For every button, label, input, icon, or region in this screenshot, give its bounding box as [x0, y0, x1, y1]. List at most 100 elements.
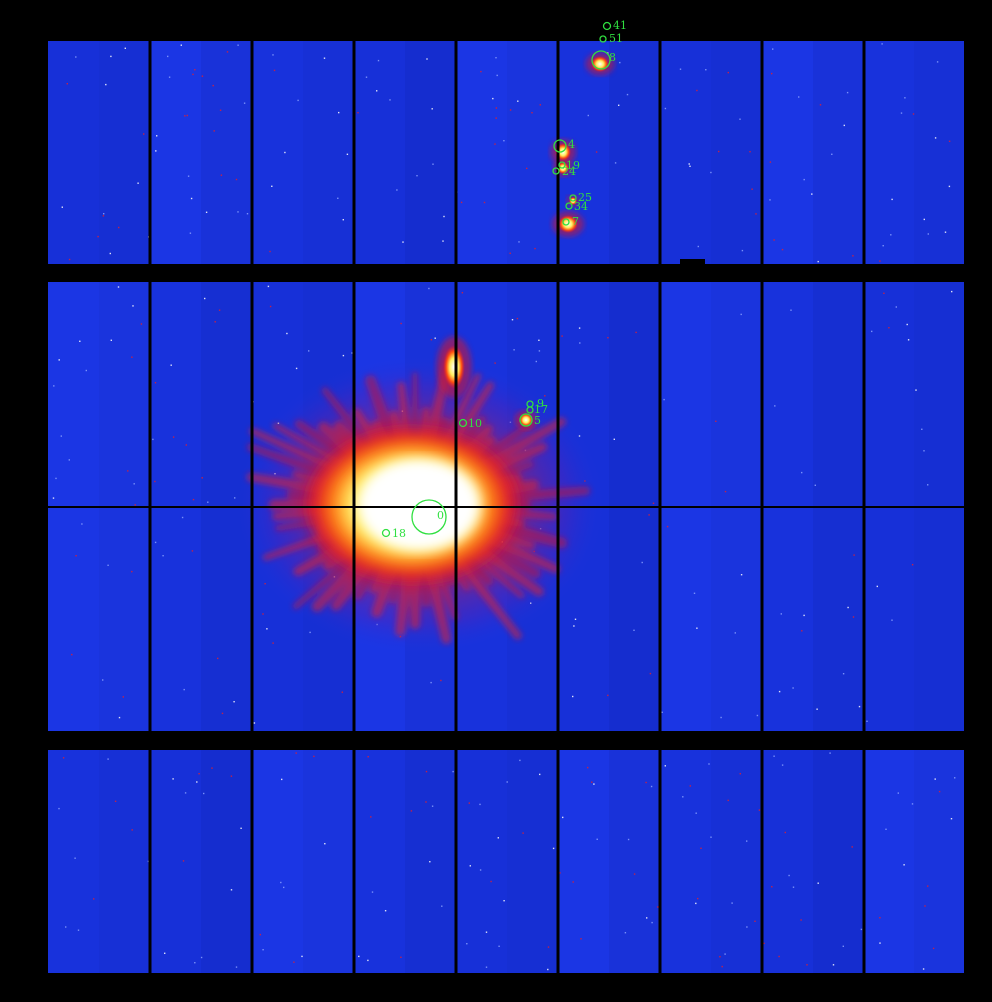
- hot-pixel: [950, 818, 953, 820]
- hot-pixel: [118, 716, 121, 719]
- hot-pixel: [596, 838, 598, 840]
- hot-pixel: [243, 102, 246, 104]
- hot-pixel: [522, 832, 524, 834]
- hot-pixel: [237, 211, 239, 213]
- hot-pixel: [879, 260, 881, 262]
- hot-pixel: [731, 902, 733, 904]
- hot-pixel: [342, 219, 344, 221]
- hot-pixel: [682, 796, 684, 798]
- hot-pixel: [657, 906, 659, 908]
- region-circle: [565, 202, 573, 210]
- hot-pixel: [214, 321, 216, 323]
- hot-pixel: [547, 946, 550, 948]
- ccd-chip: [48, 41, 150, 264]
- hot-pixel: [342, 354, 345, 357]
- region-circle: [591, 50, 611, 70]
- hot-pixel: [75, 56, 77, 58]
- hot-pixel: [495, 107, 498, 109]
- region-4: 4: [553, 138, 575, 153]
- hot-pixel: [480, 70, 482, 73]
- hot-pixel: [428, 287, 430, 290]
- region-circle: [602, 21, 612, 31]
- hot-pixel: [284, 151, 286, 154]
- hot-pixel: [613, 438, 615, 440]
- region-24: 24: [552, 165, 576, 178]
- hot-pixel: [593, 783, 595, 785]
- region-label: 8: [609, 51, 616, 64]
- hot-pixel: [492, 97, 494, 100]
- chip-readout-band: [914, 750, 964, 973]
- hot-pixel: [800, 919, 802, 921]
- hot-pixel: [912, 113, 915, 115]
- hot-pixel: [531, 112, 533, 114]
- hot-pixel: [253, 722, 256, 724]
- chip-gap-vertical: [556, 41, 560, 264]
- region-label: 17: [534, 403, 548, 416]
- hot-pixel: [280, 881, 282, 884]
- region-25: 25: [569, 191, 592, 204]
- chip-gap-vertical: [658, 750, 662, 973]
- hot-pixel: [137, 182, 139, 184]
- hot-pixel: [829, 752, 831, 754]
- source-core: [360, 460, 480, 550]
- hot-pixel: [430, 681, 432, 684]
- hot-pixel: [131, 570, 133, 573]
- hot-pixel: [860, 928, 863, 931]
- hot-pixel: [891, 198, 893, 201]
- hot-pixel: [927, 885, 929, 887]
- hot-pixel: [203, 792, 205, 795]
- hot-pixel: [871, 330, 873, 333]
- hot-pixel: [664, 765, 666, 767]
- hot-pixel: [338, 111, 340, 114]
- chip-gap-vertical: [148, 41, 152, 264]
- ccd-chip: [252, 750, 354, 973]
- hot-pixel: [651, 921, 653, 924]
- hot-pixel: [266, 628, 268, 630]
- hot-pixel: [281, 778, 283, 781]
- hot-pixel: [911, 564, 914, 566]
- hot-pixel: [301, 955, 303, 958]
- compact-source: [591, 56, 609, 72]
- hot-pixel: [831, 153, 833, 155]
- hot-pixel: [923, 450, 925, 452]
- hot-pixel: [781, 764, 784, 766]
- hot-pixel: [885, 828, 887, 830]
- hot-pixel: [915, 389, 917, 391]
- hot-pixel: [103, 213, 105, 215]
- hot-pixel: [367, 756, 369, 758]
- hot-pixel: [93, 898, 95, 900]
- hot-pixel: [271, 185, 273, 187]
- hot-pixel: [891, 619, 893, 621]
- hot-pixel: [679, 68, 682, 70]
- hot-pixel: [509, 252, 511, 254]
- hot-pixel: [85, 369, 87, 372]
- hot-pixel: [579, 342, 581, 344]
- hot-pixel: [60, 435, 62, 437]
- region-10: 10: [458, 417, 482, 430]
- region-label: 19: [566, 159, 580, 172]
- hot-pixel: [746, 840, 748, 842]
- hot-pixel: [832, 964, 835, 966]
- hot-pixel: [648, 514, 650, 516]
- region-41: 41: [602, 19, 627, 32]
- hot-pixel: [198, 773, 200, 775]
- hot-pixel: [803, 178, 805, 181]
- hot-pixel: [220, 174, 223, 176]
- hot-pixel: [400, 322, 402, 325]
- chip-readout-band: [609, 750, 660, 973]
- region-label: 18: [392, 527, 406, 540]
- hot-pixel: [110, 339, 112, 341]
- hot-pixel: [720, 716, 722, 719]
- hot-pixel: [934, 137, 937, 139]
- chip-readout-band: [303, 41, 354, 264]
- hot-pixel: [147, 860, 150, 863]
- chip-gap-vertical: [250, 750, 254, 973]
- hot-pixel: [170, 364, 172, 366]
- hot-pixel: [739, 773, 741, 775]
- hot-pixel: [431, 805, 434, 807]
- hot-pixel: [226, 51, 229, 53]
- hot-pixel: [494, 362, 496, 364]
- hot-pixel: [734, 632, 736, 634]
- hot-pixel: [497, 837, 499, 839]
